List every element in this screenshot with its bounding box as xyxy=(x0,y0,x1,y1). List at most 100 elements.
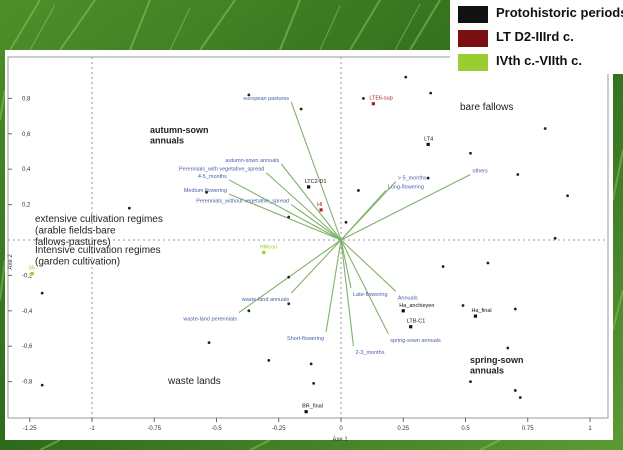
variable-label: waste-land annuals xyxy=(241,297,290,303)
sample-point xyxy=(566,194,569,198)
plot-frame xyxy=(7,56,609,419)
sample-point xyxy=(513,389,517,392)
x-tick-label: 0 xyxy=(339,426,343,432)
legend-label-ltd2: LT D2-IIIrd c. xyxy=(496,29,574,44)
sample-point xyxy=(486,261,490,265)
x-tick-label: 1 xyxy=(588,426,592,432)
variable-label: autumn-sown annuals xyxy=(225,158,279,164)
site-point xyxy=(262,250,266,254)
sample-point xyxy=(469,380,472,383)
variable-vector xyxy=(265,172,342,241)
sample-point xyxy=(247,309,251,313)
sample-point xyxy=(553,236,557,240)
sample-point xyxy=(299,107,303,111)
sample-point xyxy=(287,275,291,279)
legend-swatch-ltd2 xyxy=(458,30,488,47)
annotation-autumn-sown: autumn-sown annuals xyxy=(150,125,209,145)
variable-label: Perennials_without vegetative_spread xyxy=(196,199,289,205)
variable-label: Long-flowering xyxy=(388,184,424,190)
annotation-waste-lands: waste lands xyxy=(167,376,221,387)
site-point xyxy=(401,309,405,313)
y-tick-label: 0,4 xyxy=(22,167,31,173)
sample-point xyxy=(516,173,520,176)
sample-point xyxy=(309,362,313,366)
x-tick-label: -0.5 xyxy=(211,426,222,432)
sample-point xyxy=(247,93,251,97)
variable-vector xyxy=(228,179,342,241)
sample-point xyxy=(362,97,365,100)
site-point xyxy=(426,142,430,147)
legend-swatch-late-antique xyxy=(458,54,488,71)
legend-label-protohistoric: Protohistoric periods xyxy=(496,5,623,20)
legend: Protohistoric periods LT D2-IIIrd c. IVt… xyxy=(450,0,623,74)
variable-label: Medium flowering xyxy=(184,188,227,194)
site-label: S6 xyxy=(28,266,35,272)
legend-swatch-protohistoric xyxy=(458,6,488,23)
x-axis-label: Axe 1 xyxy=(332,437,348,443)
sample-point xyxy=(404,75,408,79)
variable-vector xyxy=(340,190,387,241)
variable-label: 4-5_months xyxy=(198,174,227,180)
sample-point xyxy=(357,189,360,192)
variable-label: Annuals xyxy=(398,295,418,301)
variable-vector xyxy=(340,239,389,335)
x-tick-label: -0.75 xyxy=(147,426,161,432)
x-tick-label: 0.25 xyxy=(397,426,409,432)
variable-label: Late-flowering xyxy=(353,292,388,298)
annotation-bare-fallows: bare fallows xyxy=(460,102,513,113)
sample-point xyxy=(518,396,522,399)
annotation-intensive-regimes: Intensive cultivation regimes (garden cul… xyxy=(35,245,161,268)
variable-vector xyxy=(228,193,342,241)
site-point xyxy=(304,410,308,414)
sample-point xyxy=(267,358,271,362)
annotation-extensive-regimes: extensive cultivation regimes (arable fie… xyxy=(35,214,163,248)
variable-vector xyxy=(325,239,342,333)
sample-point xyxy=(441,265,445,268)
y-tick-label: -0,8 xyxy=(22,380,33,386)
variable-label: Short-flowering xyxy=(287,336,324,342)
site-label: BR_final xyxy=(302,404,323,410)
site-label: LTB-C1 xyxy=(407,319,426,325)
variable-vector xyxy=(290,239,342,294)
sample-point xyxy=(205,190,208,194)
sample-point xyxy=(40,291,44,295)
variable-label: european pastures xyxy=(243,96,289,102)
y-tick-label: 0,2 xyxy=(22,203,31,209)
sample-point xyxy=(287,302,291,306)
sample-point xyxy=(40,383,44,387)
y-tick-label: -0,6 xyxy=(22,344,33,350)
site-label: HMcou xyxy=(260,244,277,250)
variable-vector xyxy=(340,174,471,241)
sample-point xyxy=(344,220,348,224)
sample-point xyxy=(127,206,131,210)
variable-label: Perennials_with vegetative_spread xyxy=(179,167,264,173)
legend-label-late-antique: IVth c.-VIIth c. xyxy=(496,53,582,68)
site-point xyxy=(409,325,413,329)
variable-vector xyxy=(238,239,342,314)
site-point xyxy=(371,102,375,106)
variable-label: others xyxy=(472,169,488,175)
sample-point xyxy=(461,304,465,307)
variable-vector xyxy=(280,163,342,241)
variable-label: 2-3_months xyxy=(355,350,384,356)
site-point xyxy=(30,272,34,276)
x-tick-label: -0.25 xyxy=(272,426,286,432)
sample-point xyxy=(469,151,472,155)
variable-vector xyxy=(340,239,397,292)
sample-point xyxy=(287,215,291,219)
site-point xyxy=(473,314,478,318)
y-tick-label: 0,8 xyxy=(22,96,31,102)
site-label: LT4 xyxy=(424,136,433,142)
sample-point xyxy=(426,176,430,180)
y-tick-label: -0,2 xyxy=(22,273,33,279)
sample-point xyxy=(543,127,547,130)
variable-vector xyxy=(290,204,342,241)
variable-vector xyxy=(290,101,342,241)
sample-point xyxy=(506,346,510,350)
x-tick-label: -1.25 xyxy=(23,426,37,432)
site-label: Ha_final xyxy=(471,308,491,314)
annotation-spring-sown: spring-sown annuals xyxy=(470,355,524,375)
sample-point xyxy=(429,91,433,95)
y-tick-label: -0,4 xyxy=(22,309,33,315)
site-label: LTC2-D1 xyxy=(305,179,327,185)
